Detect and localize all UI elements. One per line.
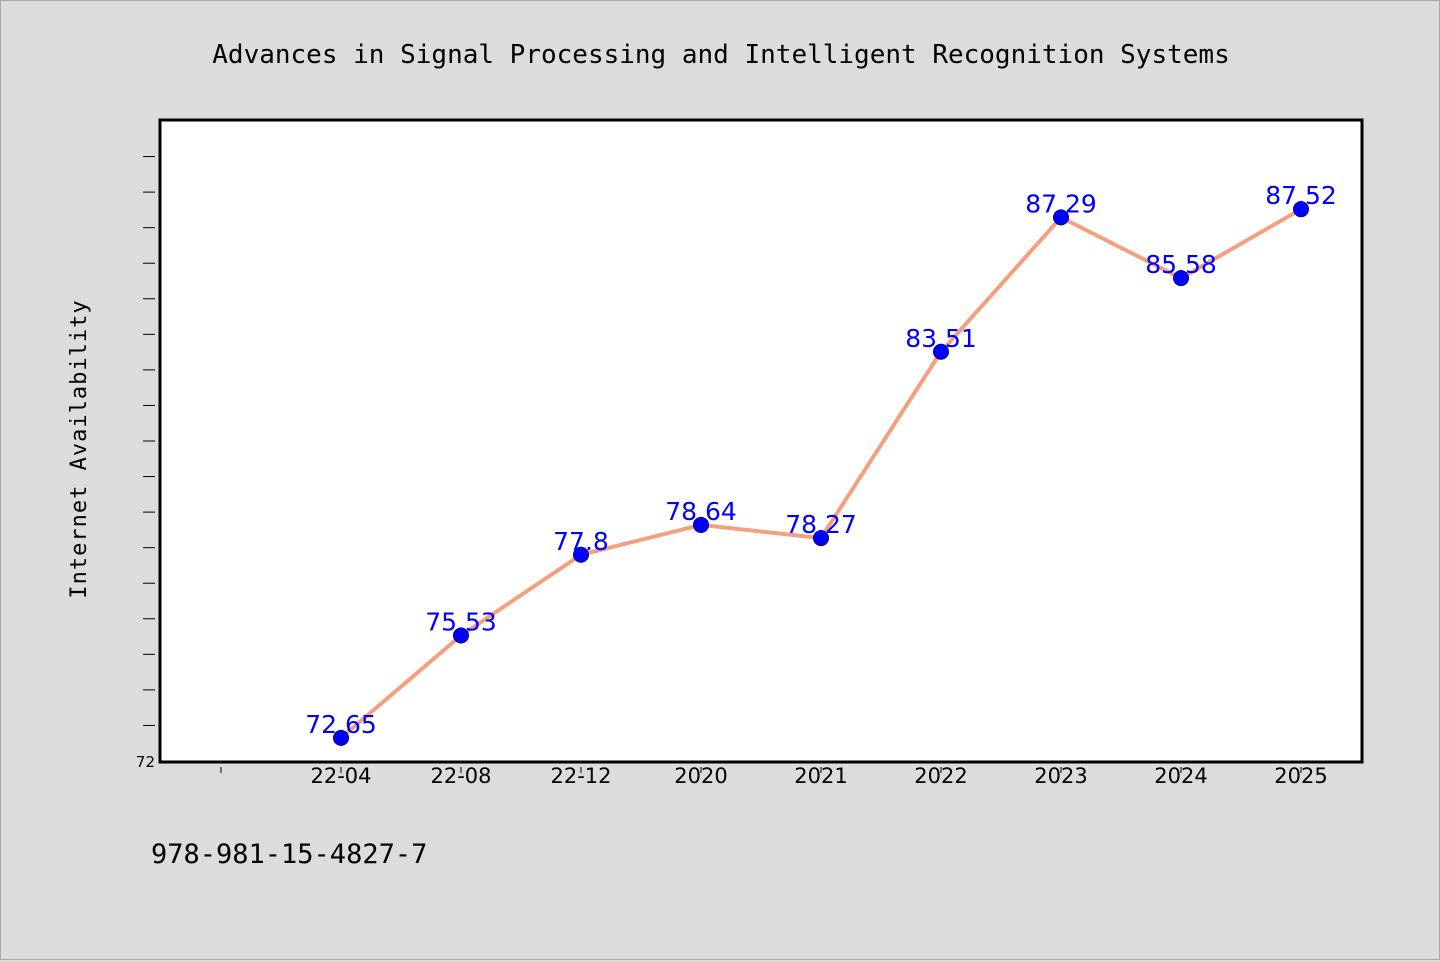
data-point-marker	[693, 516, 709, 533]
data-point-marker	[933, 343, 949, 360]
data-label: 77.8	[553, 527, 609, 556]
x-tick-label: 22-12	[550, 764, 611, 788]
data-point-marker	[573, 546, 589, 563]
data-point-marker	[333, 729, 349, 746]
data-point-marker	[813, 530, 829, 547]
x-tick-label: 22-08	[430, 764, 491, 788]
x-tick-label: 2025	[1274, 764, 1327, 788]
y-axis-label: Internet Availability	[67, 299, 92, 598]
x-tick-label: 22-04	[310, 764, 371, 788]
x-tick-label: 2021	[794, 764, 847, 788]
data-label: 75.53	[425, 607, 497, 636]
data-labels: 72.65 75.53 77.8 78.64 78.27 83.51 87.29 85.58 8…	[305, 181, 1337, 739]
chart-title: Advances in Signal Processing and Intell…	[212, 40, 1229, 70]
data-label: 78.27	[785, 510, 857, 539]
x-tick-label: 2024	[1154, 764, 1207, 788]
plot-area	[158, 118, 1364, 764]
x-tick-label: 2022	[914, 764, 967, 788]
data-label: 85.58	[1145, 250, 1217, 279]
axis-ticks: 72 22-04 22-08 22-12 2020 2021 2022 2023 2024 202…	[136, 156, 1328, 788]
data-label: 78.64	[665, 497, 737, 526]
data-point-marker	[1173, 270, 1189, 287]
x-tick-label: 2020	[674, 764, 727, 788]
data-point-marker	[453, 627, 469, 644]
x-tick-label: 2023	[1034, 764, 1087, 788]
data-label: 87.52	[1265, 181, 1337, 210]
data-markers	[333, 201, 1309, 746]
data-point-marker	[1053, 209, 1069, 226]
footer-isbn: 978-981-15-4827-7	[151, 839, 427, 870]
data-label: 87.29	[1025, 189, 1097, 218]
y-tick-label: 72	[136, 753, 155, 771]
data-label: 72.65	[305, 710, 377, 739]
data-label: 83.51	[905, 324, 977, 353]
data-point-marker	[1293, 201, 1309, 218]
